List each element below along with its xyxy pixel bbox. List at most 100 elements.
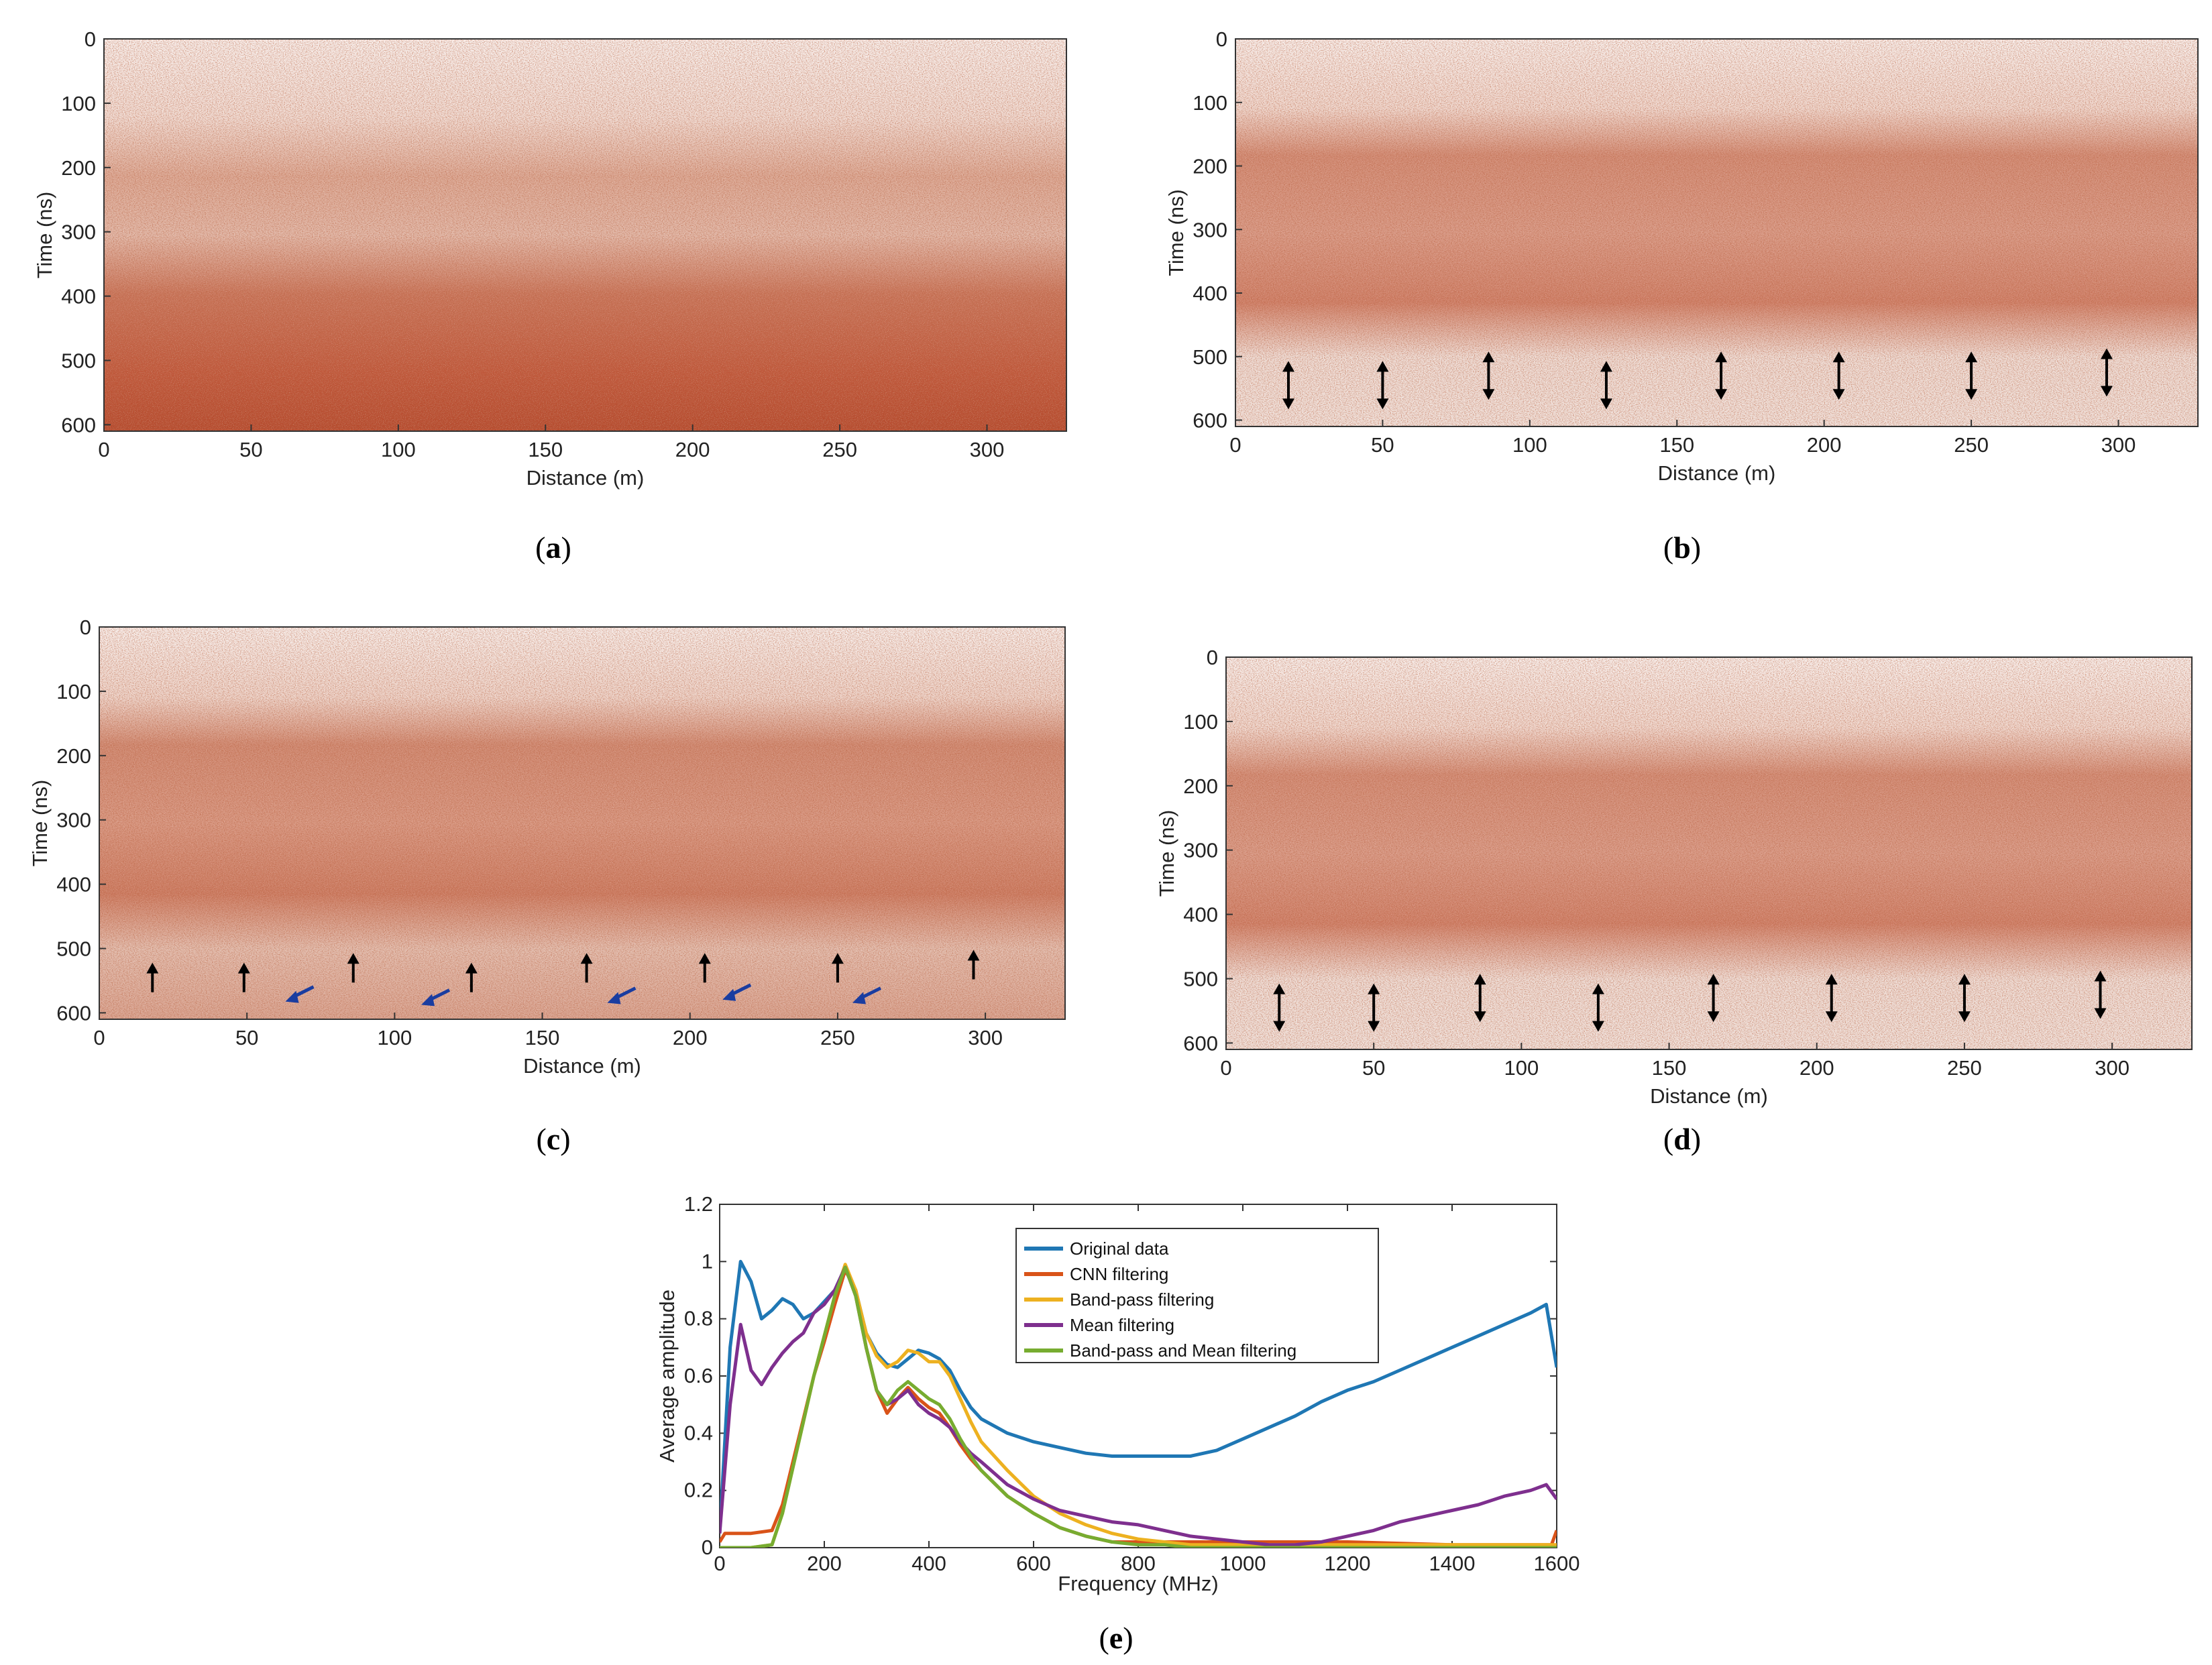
x-tick-label: 1400 <box>1429 1552 1476 1575</box>
y-tick-label: 400 <box>1183 903 1218 927</box>
y-tick-label: 400 <box>61 285 96 308</box>
y-axis-label: Time (ns) <box>1155 810 1178 897</box>
radargram-light-noise <box>104 39 1066 431</box>
panel-frame <box>1225 656 2193 1050</box>
arrow-head-up <box>1368 983 1380 994</box>
x-tick-label: 250 <box>822 438 857 461</box>
radargram-image <box>99 627 1065 1019</box>
x-tick-label: 150 <box>525 1026 560 1049</box>
panel-frame <box>1235 38 2199 427</box>
x-tick-label: 100 <box>1504 1056 1539 1080</box>
caption-b: (b) <box>1663 530 1701 565</box>
x-tick-label: 0 <box>93 1026 105 1049</box>
arrow-head-down <box>1707 1011 1720 1023</box>
series-lines <box>720 1259 1557 1548</box>
y-tick-label: 600 <box>1183 1031 1218 1055</box>
y-tick-label: 600 <box>56 1001 91 1025</box>
caption-d: (d) <box>1663 1122 1701 1156</box>
legend-label: Mean filtering <box>1070 1315 1174 1335</box>
y-tick-label: 200 <box>1193 155 1227 178</box>
arrow-head-down <box>1715 389 1728 400</box>
arrow-head-down <box>2100 386 2113 397</box>
arrow-head-up <box>237 962 250 974</box>
x-tick-label: 0 <box>98 438 109 461</box>
y-tick-label: 100 <box>1193 91 1227 115</box>
arrow-head-up <box>1482 351 1495 363</box>
arrow-head-down <box>1368 1021 1380 1032</box>
y-axis-label: Time (ns) <box>28 780 52 867</box>
x-axis-label: Distance (m) <box>1650 1084 1768 1108</box>
series-line-original-data <box>720 1259 1557 1534</box>
arrow-head-down <box>1273 1021 1286 1032</box>
arrow-head-up <box>831 953 844 964</box>
y-tick-label: 600 <box>1193 409 1227 433</box>
x-tick-label: 50 <box>1371 433 1394 457</box>
panel-c: 0 50 100 150 200 250 300 0 100 200 300 400 500 600 Dis… <box>28 616 1066 1078</box>
y-tick-label: 0.2 <box>684 1479 713 1502</box>
series-line-band-pass-and-mean-filtering <box>720 1265 1557 1548</box>
y-tick-label: 0 <box>1207 646 1218 669</box>
chart-e: 0 200 400 600 800 1000 1200 1400 1600 0 0.2 0.4 0.6 0… <box>655 1192 1580 1595</box>
x-tick-label: 100 <box>1512 433 1547 457</box>
y-tick-label: 200 <box>61 156 96 180</box>
blue-arrow-head <box>607 992 621 1004</box>
panel-d: 0 50 100 150 200 250 300 0 100 200 300 400 500 600 Dis… <box>1155 646 2193 1108</box>
y-tick-label: 200 <box>1183 774 1218 798</box>
legend: Original data CNN filtering Band-pass filt… <box>1015 1228 1379 1363</box>
x-tick-label: 150 <box>528 438 563 461</box>
arrow-head-up <box>1965 351 1978 363</box>
y-tick-label: 200 <box>56 744 91 768</box>
y-tick-label: 300 <box>61 221 96 244</box>
arrow-head-down <box>1592 1021 1604 1032</box>
x-tick-label: 50 <box>235 1026 258 1049</box>
arrow-head-down <box>1376 398 1389 410</box>
x-tick-label: 800 <box>1121 1552 1156 1575</box>
x-axis-label: Distance (m) <box>523 1054 641 1078</box>
arrow-head-up <box>1376 361 1389 372</box>
arrow-head-up <box>1958 974 1971 985</box>
arrow-head-up <box>1273 983 1286 994</box>
y-axis-label: Average amplitude <box>655 1289 679 1462</box>
legend-box <box>1015 1228 1379 1363</box>
x-tick-label: 200 <box>1807 433 1842 457</box>
arrow-head-down <box>2094 1008 2107 1019</box>
arrow-head-down <box>1474 1011 1486 1023</box>
x-tick-label: 200 <box>807 1552 842 1575</box>
y-tick-label: 600 <box>61 413 96 437</box>
y-tick-label: 1.2 <box>684 1192 713 1216</box>
arrow-head-up <box>580 953 593 964</box>
arrow-head-up <box>1825 974 1838 985</box>
y-tick-label: 300 <box>56 809 91 832</box>
caption-c: (c) <box>536 1122 570 1156</box>
x-tick-label: 250 <box>820 1026 855 1049</box>
blue-arrow-head <box>421 994 435 1007</box>
x-tick-label: 300 <box>968 1026 1003 1049</box>
caption-e: (e) <box>1099 1621 1133 1655</box>
arrow-head-down <box>1958 1011 1971 1023</box>
caption-a: (a) <box>535 530 571 565</box>
x-tick-label: 200 <box>1800 1056 1834 1080</box>
y-tick-label: 300 <box>1183 839 1218 862</box>
y-tick-label: 500 <box>61 349 96 373</box>
y-tick-label: 0.6 <box>684 1364 713 1387</box>
y-tick-label: 500 <box>56 937 91 961</box>
y-tick-label: 100 <box>61 92 96 115</box>
y-tick-label: 1 <box>702 1249 713 1273</box>
x-tick-label: 1600 <box>1534 1552 1580 1575</box>
x-tick-label: 300 <box>970 438 1005 461</box>
arrow-head-up <box>1707 974 1720 985</box>
arrow-head-down <box>1600 398 1612 410</box>
x-tick-label: 0 <box>1220 1056 1231 1080</box>
x-tick-label: 150 <box>1652 1056 1687 1080</box>
panel-a: 0 50 100 150 200 250 300 0 100 200 300 400 500 600 Dis… <box>33 27 1067 490</box>
x-tick-label: 600 <box>1016 1552 1051 1575</box>
x-tick-label: 300 <box>2095 1056 2130 1080</box>
panel-b: 0 50 100 150 200 250 300 0 100 200 300 400 500 600 Dis… <box>1164 27 2199 485</box>
arrow-head-up <box>1600 361 1612 372</box>
y-tick-label: 100 <box>56 680 91 703</box>
legend-label: CNN filtering <box>1070 1264 1168 1284</box>
panel-frame <box>103 38 1067 432</box>
arrow-head-up <box>465 962 478 974</box>
arrow-head-up <box>2100 348 2113 359</box>
